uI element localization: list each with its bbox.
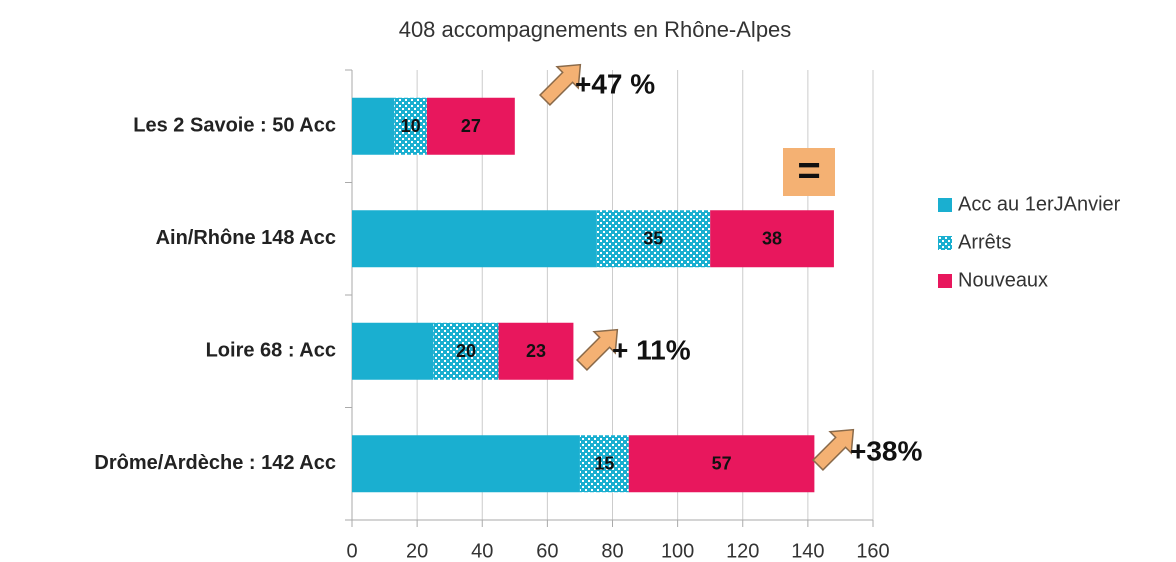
x-tick-label: 160: [856, 540, 889, 562]
category-label: Loire 68 : Acc: [206, 340, 336, 362]
arrow: [575, 328, 619, 372]
data-label: 10: [401, 116, 421, 136]
bar-segment: [596, 210, 711, 268]
data-label: 27: [461, 116, 481, 136]
bar-segment: [394, 97, 427, 155]
annotation: +47 %: [575, 68, 655, 99]
arrow: [538, 63, 582, 107]
category-label: Ain/Rhône 148 Acc: [156, 227, 336, 249]
arrow: [811, 428, 855, 472]
legend-swatch: [938, 198, 952, 212]
data-label: 38: [762, 229, 782, 249]
data-label: 35: [643, 229, 663, 249]
annotation: =: [797, 149, 820, 193]
x-tick-label: 120: [726, 540, 759, 562]
legend-label: Acc au 1erJAnvier: [958, 193, 1121, 215]
legend-label: Nouveaux: [958, 269, 1048, 291]
bar-segment: [433, 322, 499, 380]
bar-segment: [352, 435, 580, 493]
bar-segment: [352, 210, 597, 268]
x-tick-label: 80: [601, 540, 623, 562]
legend-swatch: [938, 274, 952, 288]
data-label: 20: [456, 341, 476, 361]
annotation-box: [783, 148, 835, 196]
legend-label: Arrêts: [958, 231, 1011, 253]
plot: 0 20 40 60 80 100 120 140 160 Les 2 Savoie : 50 A…: [94, 69, 890, 562]
legend-swatch: [938, 236, 952, 250]
bar-segment: [710, 210, 834, 268]
category-label: Les 2 Savoie : 50 Acc: [133, 115, 336, 137]
bar-segment: [498, 322, 574, 380]
annotation: + 11%: [612, 334, 691, 365]
x-tick-label: 60: [536, 540, 558, 562]
category-label: Drôme/Ardèche : 142 Acc: [94, 452, 336, 474]
x-tick-label: 0: [346, 540, 357, 562]
bar-segment: [426, 97, 515, 155]
bar-segment: [628, 435, 815, 493]
x-tick-label: 140: [791, 540, 824, 562]
data-label: 15: [594, 454, 614, 474]
x-tick-label: 20: [406, 540, 428, 562]
chart-title: 408 accompagnements en Rhône-Alpes: [399, 17, 792, 42]
bar-segment: [579, 435, 629, 493]
data-label: 23: [526, 341, 546, 361]
data-label: 57: [712, 454, 732, 474]
annotation: +38%: [850, 435, 922, 466]
x-tick-label: 100: [661, 540, 694, 562]
bar-segment: [352, 97, 395, 155]
bar-segment: [352, 322, 434, 380]
x-tick-label: 40: [471, 540, 493, 562]
